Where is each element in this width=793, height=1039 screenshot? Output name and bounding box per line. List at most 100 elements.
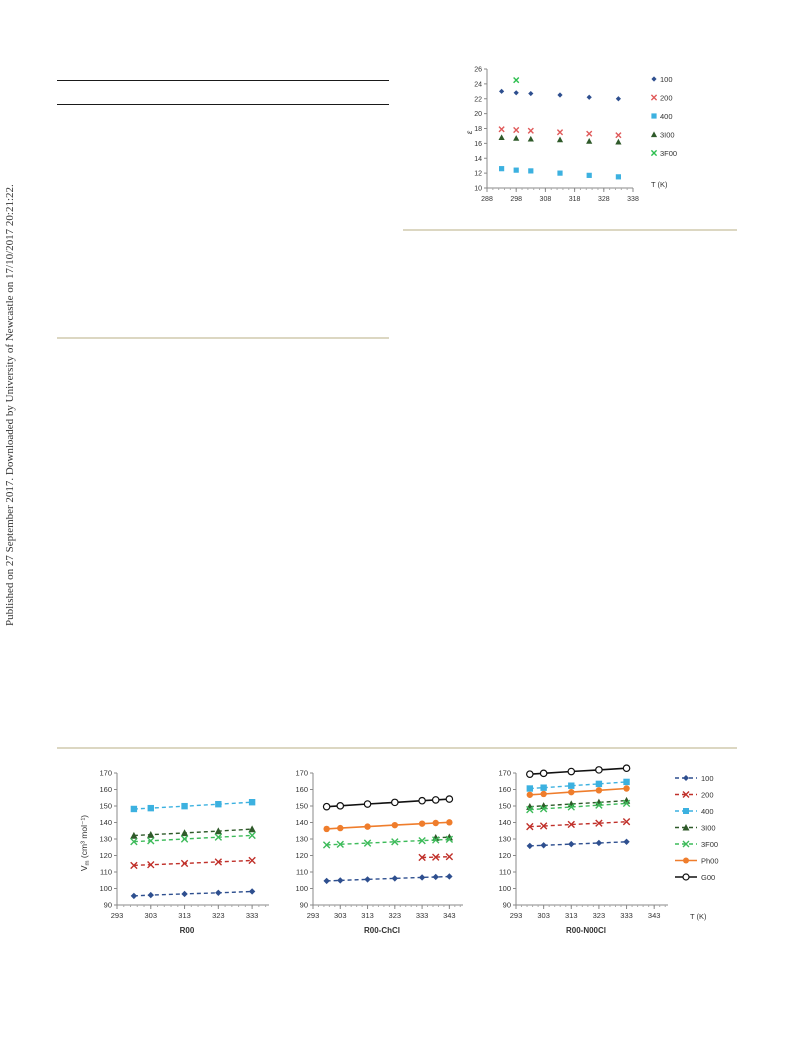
series-100 — [526, 838, 630, 850]
data-point — [446, 819, 453, 826]
data-point — [556, 129, 564, 136]
x-axis-label: R00-N00Cl — [566, 926, 606, 935]
y-tick-label: 140 — [498, 818, 511, 827]
data-point — [526, 805, 534, 814]
data-point — [513, 90, 519, 96]
data-point — [622, 799, 631, 808]
series-200 — [418, 852, 454, 862]
data-point — [147, 861, 155, 869]
data-point — [526, 842, 534, 850]
data-point — [363, 800, 372, 808]
data-point — [540, 784, 547, 791]
data-point — [214, 827, 223, 835]
legend-label: 100 — [701, 774, 714, 783]
data-point — [337, 824, 344, 832]
x-tick-label: 328 — [598, 196, 610, 203]
y-tick-label: 110 — [499, 868, 511, 877]
data-point — [513, 167, 519, 173]
data-point — [323, 825, 330, 833]
data-point — [539, 822, 548, 830]
data-point — [526, 822, 534, 831]
y-tick-label: 150 — [99, 802, 112, 811]
data-point — [556, 136, 564, 143]
data-point — [586, 138, 593, 144]
data-point — [432, 873, 439, 881]
x-tick-label: 333 — [416, 911, 429, 920]
data-point — [528, 168, 534, 174]
x-tick-label: 333 — [620, 911, 633, 920]
series-400 — [526, 778, 630, 792]
legend-label: 400 — [701, 807, 714, 816]
y-tick-label: 140 — [295, 818, 308, 827]
x-tick-label: 333 — [246, 911, 259, 920]
data-point — [615, 138, 622, 145]
series-line — [529, 821, 627, 828]
data-point — [498, 134, 505, 141]
data-point — [130, 837, 138, 846]
y-tick-label: 150 — [498, 802, 511, 811]
y-tick-label: 170 — [295, 769, 308, 778]
legend-label: 3I00 — [660, 131, 675, 140]
x-tick-label: 313 — [178, 911, 191, 920]
series-line — [422, 856, 450, 859]
table-header-rule — [57, 104, 389, 105]
x-tick-label: 293 — [510, 911, 523, 920]
data-point — [540, 842, 547, 849]
y-tick-label: 140 — [99, 818, 112, 827]
legend-label: 3F00 — [701, 840, 718, 849]
x-tick-label: 293 — [307, 911, 320, 920]
data-point — [527, 135, 534, 142]
y-tick-label: 20 — [474, 111, 482, 118]
x-axis-label: T (K) — [651, 180, 668, 189]
data-point — [623, 838, 630, 846]
data-point — [595, 819, 603, 827]
data-point — [446, 873, 453, 880]
series-3F00 — [513, 77, 520, 84]
x-tick-label: 313 — [361, 911, 374, 920]
data-point — [595, 780, 603, 788]
series-200 — [130, 856, 256, 870]
data-point — [181, 802, 188, 810]
x-tick-label: 303 — [334, 911, 347, 920]
data-point — [557, 92, 563, 98]
series-100 — [130, 888, 256, 900]
y-tick-label: 130 — [498, 835, 511, 844]
data-point — [528, 90, 534, 97]
y-tick-label: 160 — [498, 785, 511, 794]
legend-marker — [650, 149, 658, 157]
series-G00 — [526, 764, 631, 778]
data-point — [567, 820, 575, 829]
y-tick-label: 100 — [295, 884, 308, 893]
data-point — [432, 836, 440, 844]
data-point — [248, 856, 256, 865]
data-point — [248, 831, 256, 840]
y-tick-label: 170 — [99, 769, 112, 778]
data-point — [498, 126, 505, 133]
legend-marker — [651, 76, 657, 82]
data-point — [568, 782, 575, 789]
data-point — [586, 130, 593, 137]
legend-label: Ph00 — [701, 857, 719, 866]
y-tick-label: 120 — [295, 851, 308, 860]
y-tick-label: 12 — [474, 171, 482, 178]
data-point — [391, 821, 399, 829]
data-point — [248, 825, 256, 833]
data-point — [622, 764, 631, 773]
data-point — [214, 833, 223, 841]
legend-label: 200 — [660, 94, 673, 103]
data-point — [364, 823, 371, 830]
data-point — [214, 858, 223, 866]
y-tick-label: 110 — [296, 868, 308, 877]
data-point — [615, 132, 622, 139]
legend-marker — [650, 131, 658, 138]
x-tick-label: 308 — [540, 196, 552, 203]
series-3F00 — [322, 835, 454, 849]
y-tick-label: 22 — [474, 96, 482, 103]
data-point — [323, 877, 330, 885]
x-tick-label: 303 — [145, 911, 158, 920]
data-point — [557, 170, 563, 176]
data-point — [445, 852, 454, 861]
series-G00 — [322, 795, 454, 811]
